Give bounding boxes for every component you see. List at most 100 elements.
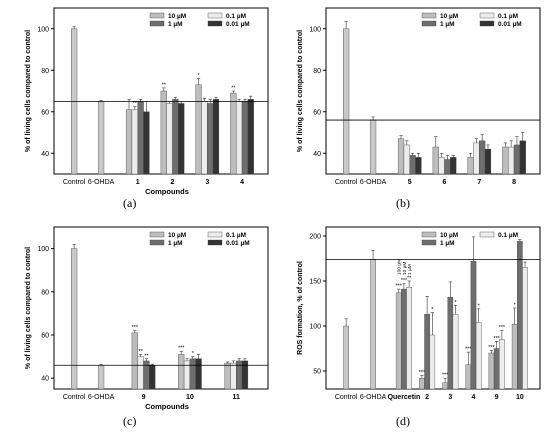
caption-c: (c): [123, 414, 137, 428]
legend-label: 0.01 µM: [226, 21, 250, 28]
bar: [484, 148, 492, 175]
x-tick-label: Quercetin: [388, 394, 421, 401]
significance-label: ***: [465, 347, 472, 353]
y-tick-label: 150: [309, 279, 321, 286]
significance-label: *: [431, 307, 434, 313]
bar: [178, 103, 185, 175]
legend-label: 1 µM: [168, 21, 183, 28]
y-axis-label: % of living cells compared to control: [25, 30, 32, 152]
x-tick-label: Control: [335, 394, 358, 401]
legend-swatch: [207, 12, 223, 19]
significance-label: **: [144, 353, 149, 359]
legend-label: 10 µM: [440, 13, 458, 20]
bar: [343, 325, 349, 390]
bar: [479, 140, 486, 175]
bar: [502, 146, 509, 175]
bar: [343, 28, 350, 175]
bar: [419, 378, 425, 390]
significance-label: ***: [442, 373, 449, 379]
x-tick-label: Control: [63, 394, 86, 401]
bar: [517, 241, 523, 390]
y-tick-label: 60: [41, 333, 49, 340]
significance-label: *: [192, 351, 195, 357]
y-tick-label: 40: [41, 376, 49, 383]
x-tick-label: 6-OHDA: [360, 394, 387, 401]
significance-label: **: [162, 82, 167, 88]
significance-label: ***: [493, 336, 500, 342]
significance-label: **: [138, 349, 143, 355]
bar: [522, 267, 528, 390]
bar: [488, 352, 495, 390]
bar: [397, 138, 405, 175]
x-tick-label: 2: [425, 394, 429, 401]
bar: [429, 334, 436, 390]
bar: [403, 144, 410, 175]
legend-swatch: [149, 12, 165, 19]
x-tick-label: 4: [472, 394, 476, 401]
x-tick-label: 3: [205, 179, 209, 186]
x-tick-label: 8: [512, 179, 516, 186]
bar: [230, 362, 237, 390]
bar: [230, 92, 237, 175]
caption-b: (b): [396, 196, 410, 210]
y-tick-label: 200: [309, 234, 321, 241]
x-tick-label: 10: [516, 394, 524, 401]
legend-swatch: [207, 239, 223, 246]
chart-panel-1: 40 60 80 100 % of living cells compared to c…: [25, 7, 269, 196]
y-axis-label: % of living cells compared to control: [297, 30, 304, 152]
plot-frame: [53, 226, 269, 390]
caption-a: (a): [123, 196, 137, 210]
bar: [207, 103, 214, 175]
x-tick-label: 1: [136, 179, 140, 186]
significance-label: *: [198, 73, 201, 79]
significance-label: *: [454, 300, 457, 306]
bar: [137, 101, 144, 175]
legend-swatch: [479, 20, 495, 27]
y-axis-label: ROS formation, % of control: [297, 261, 304, 355]
legend-label: 10 µM: [440, 232, 458, 239]
legend-label: 10 µM: [168, 13, 186, 20]
legend-swatch: [421, 12, 437, 19]
y-tick-label: 100: [37, 26, 49, 33]
bar: [424, 314, 430, 390]
bar: [160, 90, 167, 175]
bar: [370, 259, 376, 390]
bar: [444, 159, 451, 175]
bar: [470, 261, 477, 390]
bar: [189, 358, 196, 390]
chart-panel-3: 40 60 80 100 % of living cells compared to c…: [25, 226, 269, 411]
legend-label: 0.1 µM: [498, 13, 518, 20]
legend-swatch: [421, 239, 437, 246]
x-axis-label: Compounds: [145, 187, 189, 196]
x-tick-label: 3: [448, 394, 452, 401]
chart-panel-2: 40 60 80 100 % of living cells compared to c…: [297, 7, 541, 186]
bar: [166, 103, 173, 175]
significance-label: ***: [396, 284, 403, 290]
bar: [172, 99, 179, 175]
bar: [401, 288, 407, 390]
bar: [143, 111, 150, 175]
y-tick-label: 40: [313, 151, 321, 158]
bar: [195, 84, 202, 175]
y-tick-label: 100: [37, 246, 49, 253]
x-axis-label: Compounds: [145, 402, 189, 411]
x-tick-label: 2: [171, 179, 175, 186]
concentration-label: 100 µM: [397, 259, 403, 275]
bar: [513, 144, 521, 175]
legend-swatch: [479, 231, 495, 238]
y-tick-label: 80: [41, 68, 49, 75]
bar: [409, 155, 416, 175]
x-tick-label: 10: [186, 394, 194, 401]
x-tick-label: 6-OHDA: [360, 179, 387, 186]
bar: [508, 146, 515, 175]
significance-label: ***: [488, 345, 495, 351]
x-tick-label: 6-OHDA: [88, 394, 115, 401]
legend-label: 0.1 µM: [498, 232, 518, 239]
y-tick-label: 80: [313, 68, 321, 75]
legend-label: 1 µM: [440, 240, 455, 247]
bar: [442, 382, 448, 390]
legend-swatch: [207, 20, 223, 27]
x-tick-label: 5: [408, 179, 412, 186]
bar: [241, 101, 249, 175]
